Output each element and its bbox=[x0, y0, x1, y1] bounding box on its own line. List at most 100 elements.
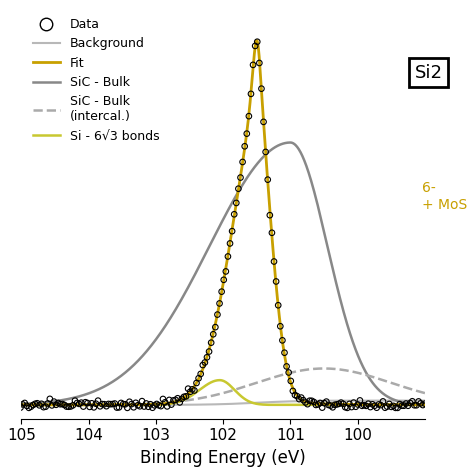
Point bbox=[210, 330, 217, 338]
Point bbox=[9, 401, 16, 408]
Point bbox=[113, 404, 121, 411]
Point bbox=[164, 402, 171, 410]
Point bbox=[199, 361, 207, 369]
Point bbox=[31, 400, 39, 408]
Point bbox=[214, 311, 221, 319]
Point bbox=[189, 385, 196, 393]
Point bbox=[333, 401, 341, 408]
Point bbox=[67, 402, 74, 410]
Point bbox=[92, 400, 100, 408]
Point bbox=[107, 401, 114, 408]
Point bbox=[224, 253, 232, 260]
Point bbox=[27, 403, 35, 410]
Point bbox=[396, 401, 403, 408]
Point bbox=[295, 395, 303, 403]
Point bbox=[121, 401, 129, 408]
Point bbox=[255, 59, 263, 67]
Point bbox=[140, 403, 148, 410]
Point bbox=[170, 397, 177, 404]
Point bbox=[356, 397, 364, 404]
Point bbox=[96, 402, 104, 410]
Point bbox=[385, 400, 393, 408]
Point bbox=[195, 374, 202, 382]
Point bbox=[258, 85, 265, 92]
Point bbox=[21, 399, 28, 407]
Point bbox=[243, 130, 251, 137]
Point bbox=[251, 42, 259, 50]
Point bbox=[203, 354, 211, 361]
Point bbox=[247, 90, 255, 98]
Point bbox=[211, 323, 219, 331]
Point bbox=[157, 402, 164, 410]
Point bbox=[111, 400, 118, 407]
Point bbox=[373, 404, 381, 411]
Point bbox=[320, 399, 328, 407]
Point bbox=[19, 401, 27, 408]
Point bbox=[161, 399, 169, 406]
Point bbox=[142, 400, 150, 407]
Text: 6-
+ MoS: 6- + MoS bbox=[421, 182, 467, 211]
Point bbox=[73, 399, 81, 407]
Point bbox=[310, 398, 318, 406]
Point bbox=[77, 399, 85, 406]
Point bbox=[159, 395, 167, 403]
Point bbox=[245, 112, 253, 120]
Point bbox=[65, 403, 73, 410]
Point bbox=[205, 348, 213, 356]
Point bbox=[201, 359, 209, 366]
Point bbox=[409, 398, 416, 405]
Point bbox=[69, 401, 77, 409]
Point bbox=[335, 400, 343, 408]
Point bbox=[298, 394, 305, 401]
Point bbox=[352, 403, 359, 410]
Point bbox=[136, 402, 144, 410]
Point bbox=[149, 404, 156, 411]
Point bbox=[178, 395, 186, 402]
Point bbox=[421, 400, 428, 408]
Point bbox=[42, 403, 49, 410]
Point bbox=[383, 403, 391, 410]
Point bbox=[176, 399, 183, 406]
Point bbox=[304, 401, 311, 408]
Point bbox=[331, 401, 338, 409]
Point bbox=[381, 404, 389, 411]
Point bbox=[145, 403, 152, 410]
Point bbox=[102, 402, 110, 410]
Point bbox=[37, 400, 45, 408]
Point bbox=[56, 401, 64, 408]
Point bbox=[369, 401, 376, 408]
Point bbox=[119, 400, 127, 408]
Point bbox=[207, 339, 215, 346]
Point bbox=[237, 174, 244, 182]
Point bbox=[398, 402, 406, 410]
Point bbox=[264, 176, 272, 183]
Point bbox=[301, 399, 309, 406]
Point bbox=[346, 400, 353, 408]
Point bbox=[109, 400, 117, 408]
Point bbox=[115, 403, 123, 411]
Point bbox=[146, 401, 154, 408]
Point bbox=[254, 38, 261, 46]
Point bbox=[344, 404, 351, 411]
Point bbox=[165, 396, 173, 404]
Point bbox=[306, 397, 313, 404]
Point bbox=[52, 401, 60, 409]
Point bbox=[15, 401, 22, 408]
Point bbox=[308, 397, 316, 405]
Point bbox=[138, 397, 146, 405]
Point bbox=[90, 403, 98, 411]
Point bbox=[230, 210, 238, 218]
Point bbox=[174, 394, 182, 402]
Legend: Data, Background, Fit, SiC - Bulk, SiC - Bulk
(intercal.), Si - 6√3 bonds: Data, Background, Fit, SiC - Bulk, SiC -… bbox=[27, 13, 165, 147]
Point bbox=[218, 288, 226, 295]
Point bbox=[197, 370, 204, 378]
Point bbox=[394, 404, 401, 411]
Point bbox=[228, 228, 236, 235]
Point bbox=[289, 387, 297, 395]
Point bbox=[314, 401, 322, 408]
Point bbox=[155, 401, 163, 409]
Point bbox=[377, 401, 385, 409]
Point bbox=[226, 240, 234, 247]
Point bbox=[191, 387, 198, 394]
Point bbox=[350, 399, 357, 406]
